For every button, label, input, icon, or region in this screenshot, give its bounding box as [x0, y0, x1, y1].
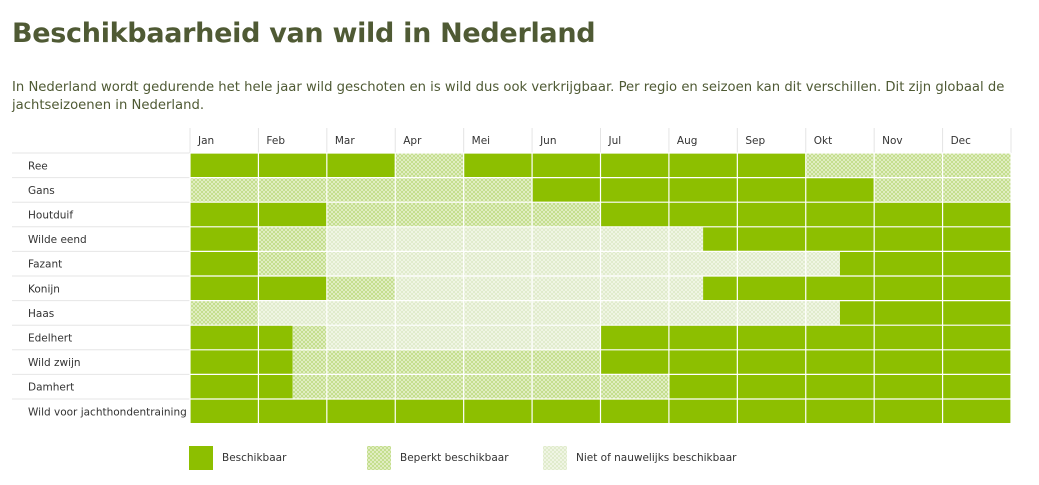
availability-segment	[395, 153, 464, 178]
month-label: Dec	[951, 135, 972, 147]
availability-segment	[258, 300, 840, 326]
swatch-fill-beperkt	[367, 446, 391, 470]
row-label: Wilde eend	[28, 234, 87, 246]
legend-swatch-beschikbaar	[189, 446, 213, 470]
availability-segment	[190, 153, 396, 178]
row-label: Ree	[28, 160, 48, 172]
row-label-band	[12, 374, 190, 398]
availability-segment	[190, 349, 293, 375]
row-label: Gans	[28, 185, 55, 197]
availability-segment	[463, 153, 806, 178]
availability-segment	[190, 177, 533, 203]
row-label-band	[12, 177, 190, 202]
legend-item-niet: Niet of nauwelijks beschikbaar	[543, 446, 736, 470]
availability-segment	[326, 226, 704, 252]
grid-lines	[189, 152, 1012, 425]
row-label-band	[12, 226, 190, 251]
availability-segment	[292, 349, 601, 375]
row-label: Haas	[28, 308, 54, 320]
month-label: Jun	[539, 135, 556, 147]
availability-segment	[190, 374, 293, 399]
month-label: Nov	[882, 135, 903, 147]
legend-swatch-niet	[543, 446, 567, 470]
availability-segment	[395, 276, 704, 301]
month-label: Sep	[745, 135, 765, 147]
month-label: Mei	[472, 135, 490, 147]
month-label: Apr	[403, 135, 422, 147]
intro-text: In Nederland wordt gedurende het hele ja…	[12, 80, 1005, 113]
row-label-band	[12, 349, 190, 374]
legend-label-beperkt: Beperkt beschikbaar	[400, 452, 509, 464]
availability-segment	[292, 325, 327, 350]
row-label-band	[12, 276, 190, 300]
month-label: Jul	[608, 135, 622, 147]
month-label: Okt	[814, 135, 832, 147]
availability-segment	[190, 251, 259, 276]
availability-segment	[190, 226, 259, 252]
availability-segment	[258, 226, 327, 252]
availability-segment	[805, 153, 1011, 178]
month-labels: Jan Feb Mar Apr Mei Jun Jul Aug Sep Okt Nov Dec	[189, 128, 1012, 153]
legend-label-niet: Niet of nauwelijks beschikbaar	[576, 452, 737, 464]
availability-segment	[292, 374, 669, 399]
segments	[190, 153, 1011, 424]
availability-segment	[532, 177, 875, 203]
row-label-band	[12, 399, 190, 423]
row-label: Damhert	[28, 382, 74, 394]
month-label: Jan	[197, 135, 214, 147]
row-bands	[12, 152, 190, 423]
availability-segment	[839, 251, 1011, 276]
row-label-band	[12, 251, 190, 275]
swatch-fill-niet	[543, 446, 567, 470]
availability-segment	[668, 374, 1011, 399]
row-label-band	[12, 153, 190, 177]
availability-segment	[703, 226, 1011, 252]
row-label: Edelhert	[28, 333, 72, 345]
row-label: Fazant	[28, 259, 62, 271]
row-label: Wild zwijn	[28, 357, 81, 369]
month-label: Feb	[266, 135, 285, 147]
page-title: Beschikbaarheid van wild in Nederland	[12, 18, 596, 49]
legend-swatch-beperkt	[367, 446, 391, 470]
row-labels: Ree Gans Houtduif Wilde eend Fazant Konijn Haa…	[28, 160, 187, 418]
row-label-band	[12, 202, 190, 226]
row-label-band	[12, 325, 190, 349]
swatch-fill-beschikbaar	[189, 446, 213, 470]
row-label: Konijn	[28, 283, 60, 295]
legend-item-beperkt: Beperkt beschikbaar	[367, 446, 509, 470]
month-label: Aug	[677, 135, 698, 147]
row-label-band	[12, 300, 190, 325]
availability-segment	[190, 300, 259, 326]
availability-segment	[326, 276, 396, 301]
legend-label-beschikbaar: Beschikbaar	[222, 452, 287, 464]
availability-segment	[839, 300, 1011, 326]
row-label: Wild voor jachthondentraining	[28, 406, 187, 418]
availability-segment	[703, 276, 1011, 301]
row-label: Houtduif	[28, 210, 73, 222]
availability-segment	[258, 251, 327, 276]
availability-segment	[190, 325, 293, 350]
availability-segment	[326, 251, 840, 276]
legend-item-beschikbaar: Beschikbaar	[189, 446, 286, 470]
month-label: Mar	[335, 135, 355, 147]
